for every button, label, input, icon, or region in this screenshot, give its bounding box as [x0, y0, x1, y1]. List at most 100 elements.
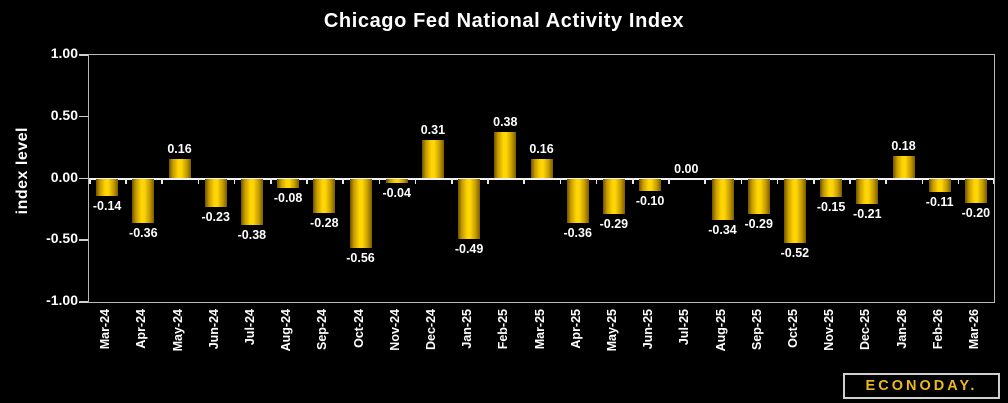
x-axis-tick [414, 178, 417, 184]
x-axis-tick-label: Jul-24 [242, 309, 257, 346]
bar-value-label: -0.38 [237, 228, 267, 243]
x-axis-tick [740, 178, 743, 184]
bar-value-label: 0.16 [529, 141, 554, 156]
x-axis-tick-label: Jan-26 [894, 309, 909, 349]
x-axis-tick [487, 178, 489, 184]
bar [313, 178, 336, 214]
x-axis-tick [161, 178, 163, 184]
x-axis-tick-label: Feb-26 [930, 309, 945, 350]
x-axis-tick-label: Dec-25 [858, 309, 873, 350]
bar [602, 178, 625, 215]
bar-value-label: -0.11 [925, 195, 954, 210]
y-axis-tick [79, 115, 88, 118]
bar [494, 131, 517, 179]
x-axis-tick-label: Oct-25 [785, 309, 800, 348]
x-axis-tick [704, 178, 706, 184]
bar [964, 178, 987, 204]
x-axis-tick [451, 178, 453, 184]
x-axis-tick [921, 178, 924, 184]
x-axis-tick [270, 178, 272, 184]
x-axis-tick-label: May-25 [604, 309, 619, 352]
x-axis-tick [595, 178, 598, 184]
x-axis-tick [197, 178, 200, 184]
bar-value-label: 0.18 [891, 139, 916, 154]
y-axis-tick-label: -0.50 [46, 230, 78, 247]
bar [892, 156, 915, 179]
bar [639, 178, 662, 191]
bar [421, 140, 444, 179]
x-axis-tick [559, 178, 562, 184]
x-axis-tick [813, 178, 815, 184]
y-axis-tick-label: 0.00 [50, 168, 78, 185]
x-axis-tick [885, 178, 887, 184]
bar-value-label: -0.36 [563, 225, 592, 240]
x-axis-tick-label: Feb-25 [496, 309, 511, 350]
bar-value-label: -0.56 [346, 250, 375, 265]
x-axis-tick-label: Jun-25 [641, 309, 656, 350]
bar-value-label: -0.29 [744, 217, 773, 232]
bar [458, 178, 481, 239]
bar-value-label: 0.00 [674, 161, 699, 176]
x-axis-tick [992, 178, 994, 184]
x-axis-tick-label: Sep-24 [315, 309, 330, 350]
x-axis-tick-label: Aug-24 [279, 309, 294, 352]
bar-value-label: -0.23 [201, 209, 230, 224]
x-axis-tick [523, 178, 525, 184]
bar [566, 178, 589, 223]
x-axis-tick-label: Jul-25 [677, 309, 692, 346]
bar [856, 178, 879, 205]
bar-value-label: -0.34 [708, 223, 737, 238]
x-axis-tick [632, 178, 634, 184]
x-axis-tick [89, 178, 91, 184]
bar [820, 178, 843, 198]
x-axis-tick [233, 178, 236, 184]
x-axis-tick-label: Mar-24 [98, 309, 113, 350]
x-axis-tick-label: Sep-25 [749, 309, 764, 350]
x-axis-tick [849, 178, 851, 184]
econoday-logo-text: ECONODAY. [865, 377, 978, 394]
bar-value-label: -0.36 [129, 225, 158, 240]
bar-value-label: 0.16 [167, 141, 192, 156]
zero-axis-line [89, 177, 994, 180]
y-axis-tick-label: -1.00 [46, 292, 78, 308]
x-axis-tick [125, 178, 127, 184]
x-axis-tick-label: Mar-26 [966, 309, 981, 350]
bar [132, 178, 155, 223]
y-axis-tick-label: 1.00 [50, 45, 78, 61]
bar [240, 178, 263, 226]
x-axis-tick-label: Apr-25 [568, 309, 583, 349]
x-axis-tick [378, 178, 381, 184]
x-axis-tick-label: Aug-25 [713, 309, 728, 352]
y-axis-tick [79, 177, 88, 179]
bar-value-label: -0.28 [310, 216, 339, 231]
bar [711, 178, 734, 221]
bar-value-label: -0.10 [635, 193, 665, 208]
x-axis-tick-label: Dec-24 [423, 309, 438, 350]
bar-value-label: -0.08 [273, 191, 303, 206]
bar [96, 178, 119, 196]
bar-value-label: -0.49 [454, 242, 484, 256]
bar-value-label: -0.20 [961, 206, 991, 221]
x-axis-tick [306, 178, 308, 184]
y-axis-tick [79, 54, 88, 56]
bar [928, 178, 951, 193]
x-axis-tick [342, 178, 344, 184]
bar [530, 158, 553, 179]
bar-value-label: 0.38 [493, 114, 518, 129]
plot-area: -0.14 -0.36 0.16 -0.23 -0.38 -0.08 -0.28 -0.56 -… [88, 54, 995, 303]
bar-value-label: -0.14 [92, 198, 122, 213]
bar [277, 178, 300, 189]
x-axis-tick [957, 178, 960, 184]
chart-title: Chicago Fed National Activity Index [323, 10, 685, 32]
x-axis-tick-label: Nov-24 [387, 309, 402, 351]
x-axis-tick-label: Apr-24 [134, 309, 149, 349]
x-axis-tick [668, 178, 670, 184]
bar-value-label: -0.52 [780, 245, 810, 260]
x-axis-tick-label: Oct-24 [351, 309, 366, 348]
bar [204, 178, 227, 207]
x-axis-tick [776, 178, 779, 184]
bar [385, 178, 408, 184]
x-axis-tick-label: Nov-25 [822, 309, 837, 351]
bar-value-label: 0.31 [420, 123, 446, 138]
